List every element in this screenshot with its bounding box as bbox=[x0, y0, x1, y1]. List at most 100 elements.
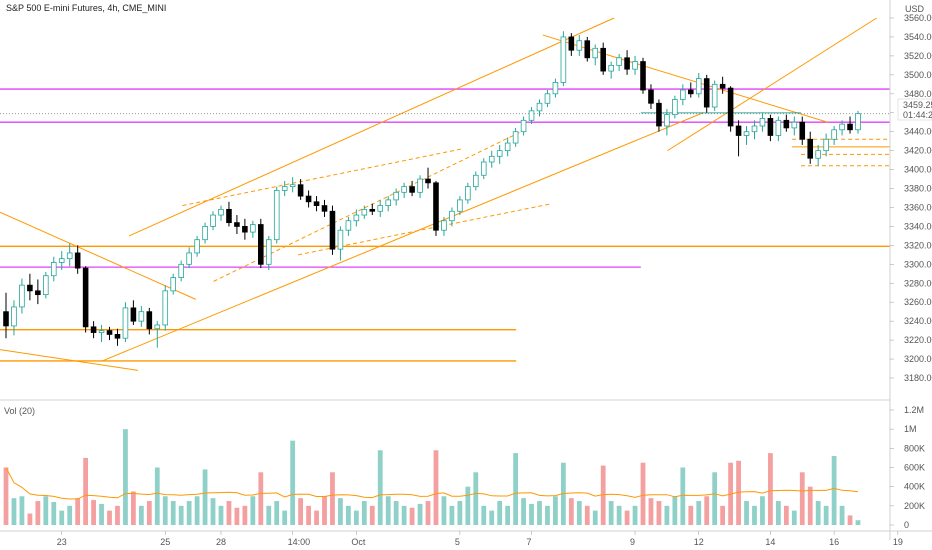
volume-bar bbox=[290, 440, 296, 525]
volume-bar bbox=[258, 472, 264, 525]
volume-bar bbox=[393, 501, 399, 525]
volume-bar bbox=[855, 520, 861, 525]
volume-tick-label: 600K bbox=[904, 463, 925, 473]
volume-bar bbox=[768, 453, 773, 525]
candle-body bbox=[465, 186, 471, 201]
candle-body bbox=[576, 40, 583, 51]
price-tick-label: 3180.00 bbox=[904, 373, 932, 383]
candle-body bbox=[130, 307, 137, 322]
volume-bar bbox=[736, 460, 741, 525]
candle-body bbox=[680, 89, 686, 100]
price-tag-countdown: 01:44:20 bbox=[903, 110, 932, 120]
candle-body bbox=[154, 324, 161, 330]
volume-bar bbox=[99, 503, 104, 525]
volume-bar bbox=[306, 505, 311, 525]
candle-body bbox=[234, 222, 240, 227]
candle-body bbox=[138, 311, 145, 322]
price-tick-label: 3420.00 bbox=[904, 146, 932, 156]
candle-body bbox=[377, 205, 384, 212]
price-tag-box bbox=[897, 98, 932, 121]
price-tick-label: 3380.00 bbox=[904, 184, 932, 194]
volume-bar bbox=[608, 501, 614, 525]
candle-body bbox=[218, 208, 224, 216]
price-tick-label: 3520.00 bbox=[904, 51, 932, 61]
price-tick-label: 3400.00 bbox=[904, 165, 932, 175]
drawing-lines-layer bbox=[0, 17, 890, 371]
volume-bar bbox=[664, 505, 670, 525]
candle-body bbox=[640, 61, 646, 91]
volume-bar bbox=[250, 496, 256, 525]
volume-bar bbox=[298, 498, 304, 525]
candle-body bbox=[345, 220, 352, 231]
candle-body bbox=[74, 252, 81, 269]
price-tick-label: 3260.00 bbox=[904, 297, 932, 307]
volume-bar bbox=[107, 510, 112, 525]
candle-body bbox=[473, 174, 479, 188]
candle-body bbox=[321, 205, 328, 212]
candle-body bbox=[361, 208, 368, 216]
volume-bar bbox=[266, 505, 272, 525]
candle-body bbox=[672, 99, 678, 116]
volume-bar bbox=[115, 505, 120, 525]
volume-bar bbox=[680, 467, 686, 525]
candle-body bbox=[353, 214, 360, 222]
candle-body bbox=[496, 150, 503, 157]
candle-body bbox=[43, 275, 49, 296]
candle-body bbox=[552, 82, 559, 95]
candle-body bbox=[767, 118, 774, 136]
price-tick-label: 3300.00 bbox=[904, 259, 932, 269]
volume-bar bbox=[162, 496, 168, 525]
volume-bar bbox=[720, 505, 726, 525]
candle-body bbox=[385, 199, 391, 206]
volume-ma-line bbox=[5, 467, 859, 500]
volume-bar bbox=[505, 505, 511, 525]
candle-body bbox=[695, 78, 702, 95]
candle-body bbox=[807, 138, 814, 159]
time-tick-label: 19 bbox=[893, 537, 903, 547]
volume-bar bbox=[346, 505, 351, 525]
volume-bar bbox=[672, 496, 678, 525]
price-tick-label: 3240.00 bbox=[904, 316, 932, 326]
candle-body bbox=[194, 239, 200, 254]
volume-bar bbox=[537, 501, 542, 525]
volume-bar bbox=[123, 429, 128, 525]
volume-bar bbox=[409, 507, 415, 525]
price-tick-label: 3500.00 bbox=[904, 70, 932, 80]
candle-body bbox=[608, 64, 614, 72]
price-tick-label: 3360.00 bbox=[904, 202, 932, 212]
volume-bar bbox=[799, 472, 805, 525]
price-tick-label: 3280.00 bbox=[904, 278, 932, 288]
volume-bar bbox=[361, 501, 367, 525]
currency-label: USD bbox=[905, 4, 925, 14]
candle-body bbox=[242, 226, 248, 233]
candle-body bbox=[58, 258, 65, 263]
volume-bar bbox=[59, 510, 65, 525]
volume-bar bbox=[146, 501, 152, 525]
candle-body bbox=[799, 121, 806, 140]
volume-bar bbox=[616, 505, 622, 525]
volume-bar bbox=[338, 498, 343, 525]
volume-bar bbox=[51, 502, 57, 525]
volume-bar bbox=[553, 496, 558, 525]
volume-bar bbox=[234, 507, 240, 525]
price-tick-label: 3560.00 bbox=[904, 13, 932, 23]
candle-body bbox=[3, 311, 9, 327]
candle-body bbox=[727, 87, 734, 127]
volume-bar bbox=[696, 501, 702, 525]
candle-body bbox=[11, 306, 17, 327]
candle-body bbox=[504, 142, 511, 152]
candle-body bbox=[35, 290, 41, 296]
candle-body bbox=[186, 252, 192, 265]
volume-bar bbox=[592, 510, 598, 525]
trend-line bbox=[182, 148, 463, 207]
candle-body bbox=[425, 178, 431, 184]
candle-body bbox=[258, 224, 264, 265]
candle-body bbox=[273, 190, 280, 241]
candle-body bbox=[417, 178, 423, 193]
volume-bar bbox=[178, 505, 184, 525]
candle-body bbox=[210, 214, 216, 227]
candle-body bbox=[568, 36, 575, 51]
volume-bar bbox=[791, 510, 797, 525]
trend-line bbox=[542, 34, 828, 123]
